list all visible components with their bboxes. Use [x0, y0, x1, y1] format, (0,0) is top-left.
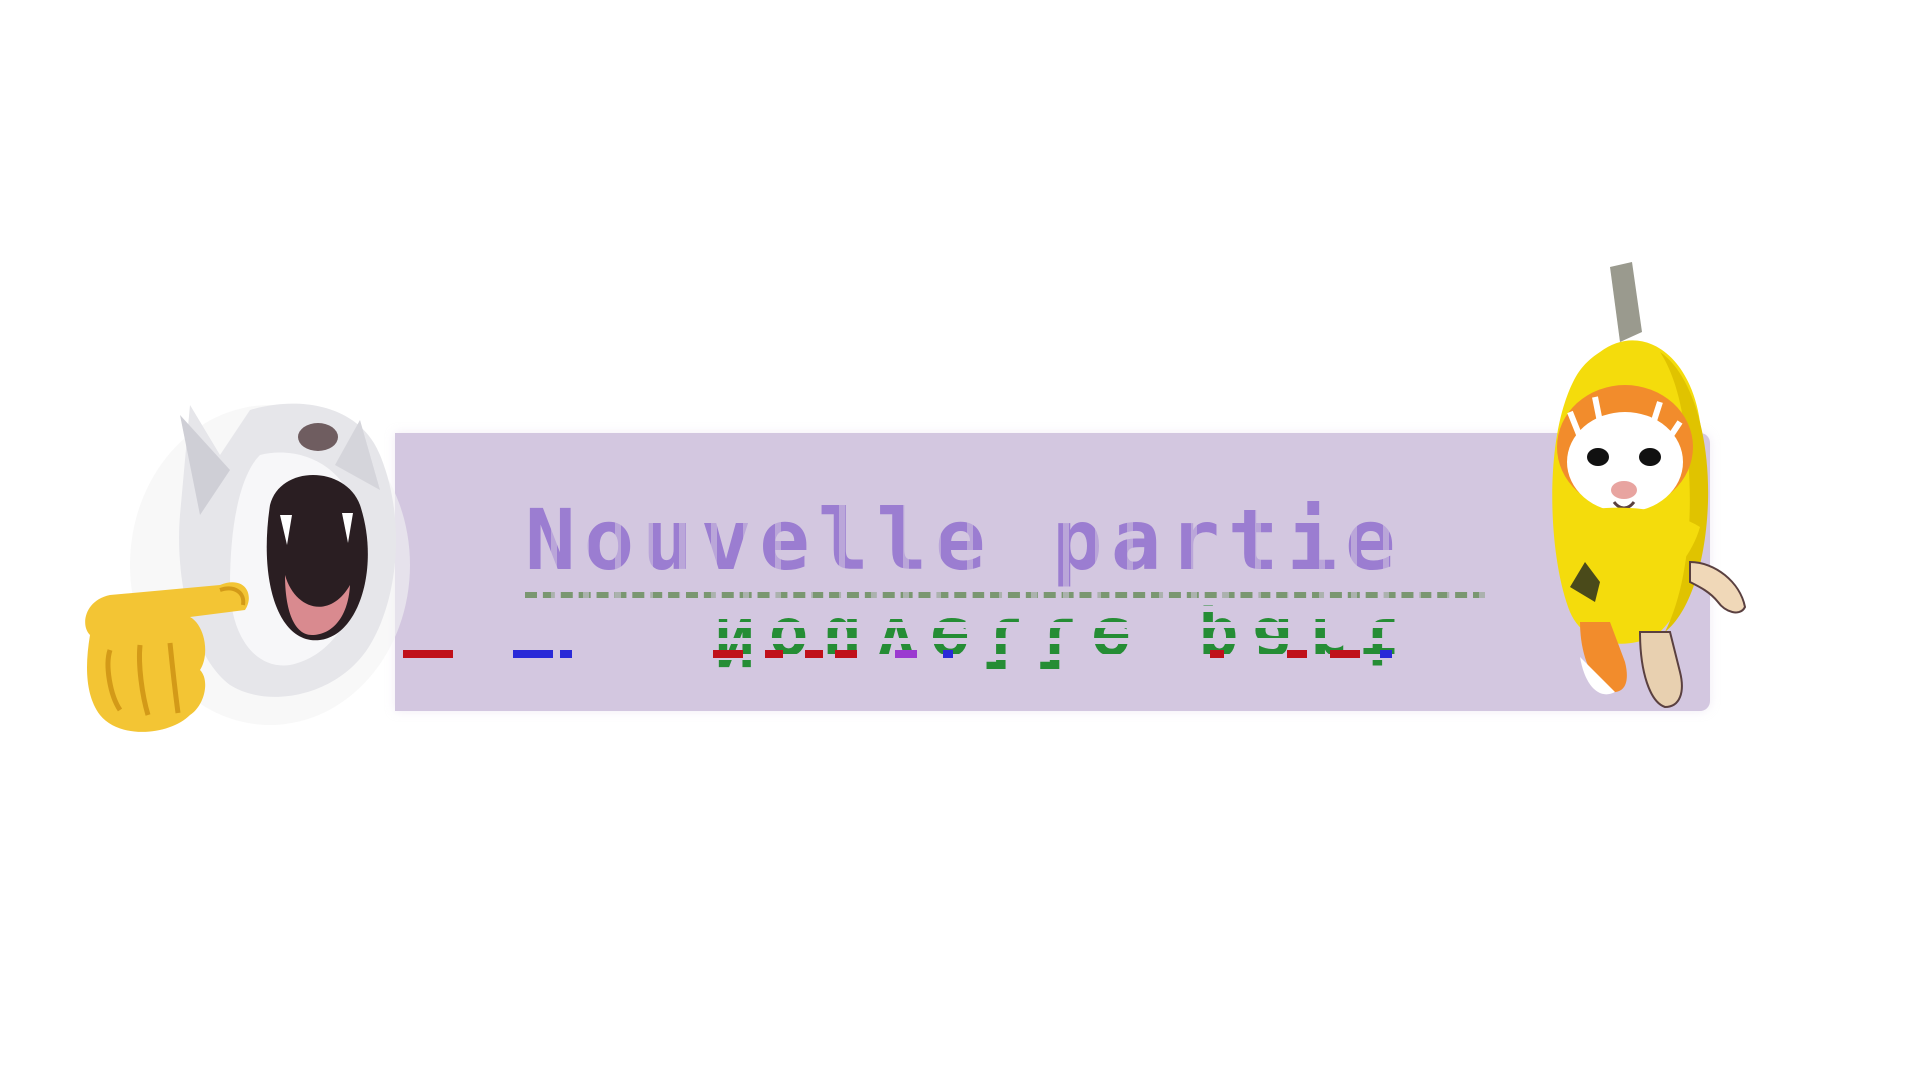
glitch-bit	[560, 650, 572, 658]
new-game-label-text: Nouvelle partie	[525, 491, 1404, 589]
glitch-bit	[835, 650, 857, 658]
glitch-bit	[895, 650, 917, 658]
glitch-echo-label: Nouvelle partie	[715, 603, 1415, 680]
glitch-bit	[513, 650, 553, 658]
new-game-button-label[interactable]: Nouvelle partie	[525, 480, 1525, 600]
glitch-bit	[765, 650, 783, 658]
glitch-bit	[943, 650, 953, 658]
glitch-bit	[1210, 650, 1224, 658]
glitch-echo-text: Nouvelle partie	[715, 596, 1415, 686]
glitch-bit	[1330, 650, 1360, 658]
glitch-bit	[713, 650, 743, 658]
glitch-bit	[1287, 650, 1307, 658]
glitch-bit	[805, 650, 823, 658]
banana-cat-icon	[1552, 262, 1747, 709]
screaming-cat-pointing-icon	[85, 403, 410, 732]
glitch-bit	[1380, 650, 1392, 658]
glitch-bits-row	[395, 650, 1415, 664]
glitch-bit	[403, 650, 453, 658]
